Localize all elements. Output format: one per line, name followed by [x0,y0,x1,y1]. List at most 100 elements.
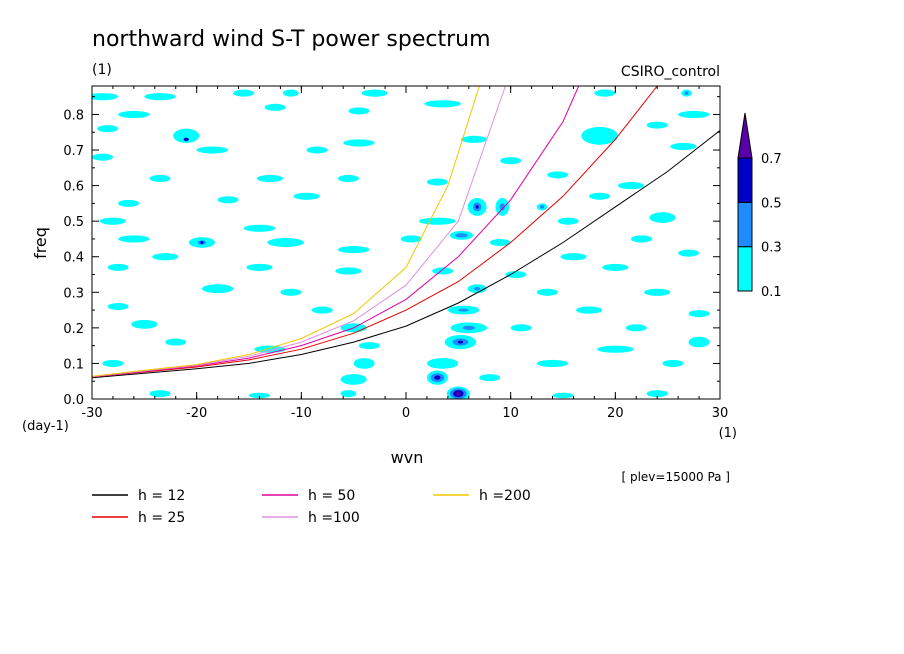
dispersion-curves [92,86,720,379]
contour-patch [92,93,119,101]
contour-patch [293,192,320,200]
contour-patch [196,146,229,154]
legend-label: h =200 [479,488,531,504]
contour-patch [688,336,710,348]
x-tick-label: -20 [186,406,207,421]
colorbar-segment [737,201,753,248]
units-label: (1) [92,62,112,78]
contour-patch [217,196,239,204]
x-tick-label: 20 [607,406,624,421]
x-unit-label: (1) [719,426,737,441]
contour-patch [102,359,124,367]
contour-patch [361,89,388,97]
contour-patch [118,110,150,119]
colorbar: 0.1 0.3 0.5 0.7 [737,112,782,300]
contour-patch [662,359,684,367]
contour-patch [200,241,204,244]
contour-layer [92,89,710,399]
contour-patch [432,267,454,275]
colorbar-label: 0.3 [761,241,782,256]
contour-patch [419,217,456,225]
dispersion-curve [92,130,720,379]
contour-patch [256,174,284,183]
y-tick-label: 0.6 [63,180,84,195]
y-axis-label: freq [31,227,50,259]
model-label: CSIRO_control [621,64,720,80]
contour-patch [400,235,422,243]
contour-patch [280,288,302,296]
contour-patch [646,390,668,398]
dispersion-curve [92,86,658,378]
contour-patch [536,359,569,367]
y-tick-label: 0.4 [63,251,84,266]
contour-patch [149,390,171,398]
x-axis-label: wvn [391,448,424,467]
contour-patch [474,286,481,291]
x-tick-label: -30 [81,406,102,421]
contour-patch [353,358,375,369]
contour-patch [144,93,176,101]
contour-patch [340,374,367,385]
contour-patch [625,324,647,332]
plev-annotation: [ plev=15000 Pa ] [621,470,730,484]
colorbar-segment [737,157,753,203]
contour-patch [335,267,362,275]
contour-patch [458,308,469,312]
chart-title: northward wind S-T power spectrum [92,27,491,52]
contour-patch [581,126,618,145]
contour-patch [337,174,359,183]
contour-patch [97,125,119,133]
contour-patch [489,238,511,247]
y-tick-label: 0.3 [63,286,84,301]
contour-patch [479,374,501,382]
legend-label: h = 12 [138,488,185,504]
contour-patch [594,89,616,97]
contour-patch [233,89,255,97]
contour-patch [283,89,299,97]
legend-label: h =100 [308,510,360,526]
contour-patch [539,205,545,209]
contour-patch [462,325,476,330]
contour-patch [118,199,140,207]
contour-patch [358,342,380,350]
contour-patch [644,288,671,296]
legend-label: h = 50 [308,488,355,504]
colorbar-segment [737,246,753,292]
contour-patch [589,192,611,200]
contour-patch [165,338,187,346]
y-tick-label: 0.8 [63,108,84,123]
contour-patch [118,235,150,243]
axes: -30 -20 -10 0 10 20 30 0.0 0.1 0.2 0.3 0.4 0.5 0.6 0.7… [63,86,728,421]
contour-patch [424,100,461,108]
dispersion-curve [92,86,480,377]
colorbar-label: 0.5 [761,196,782,211]
x-tick-label: 10 [502,406,519,421]
contour-patch [552,392,574,399]
contour-patch [311,306,333,314]
contour-patch [678,249,700,257]
contour-patch [434,375,441,380]
contour-patch [107,302,129,311]
contour-patch [243,224,276,232]
contour-patch [183,137,189,142]
contour-patch [107,263,129,271]
contour-patch [457,340,464,344]
contour-patch [426,178,448,186]
contour-patch [99,217,127,225]
colorbar-label: 0.1 [761,285,782,300]
contour-patch [306,146,328,154]
contour-patch [617,182,645,190]
contour-patch [684,91,689,95]
contour-patch [670,142,697,151]
legend: h = 12 h = 25 h = 50 h =100 h =200 [92,488,531,526]
contour-patch [688,310,710,318]
y-tick-label: 0.2 [63,322,84,337]
contour-patch [340,390,357,398]
y-unit-label: (day-1) [22,419,69,434]
contour-patch [576,306,603,314]
contour-patch [92,153,113,161]
contour-patch [678,110,710,119]
y-tick-label: 0.1 [63,357,84,372]
y-tick-label: 0.7 [63,144,84,159]
contour-patch [455,233,468,238]
